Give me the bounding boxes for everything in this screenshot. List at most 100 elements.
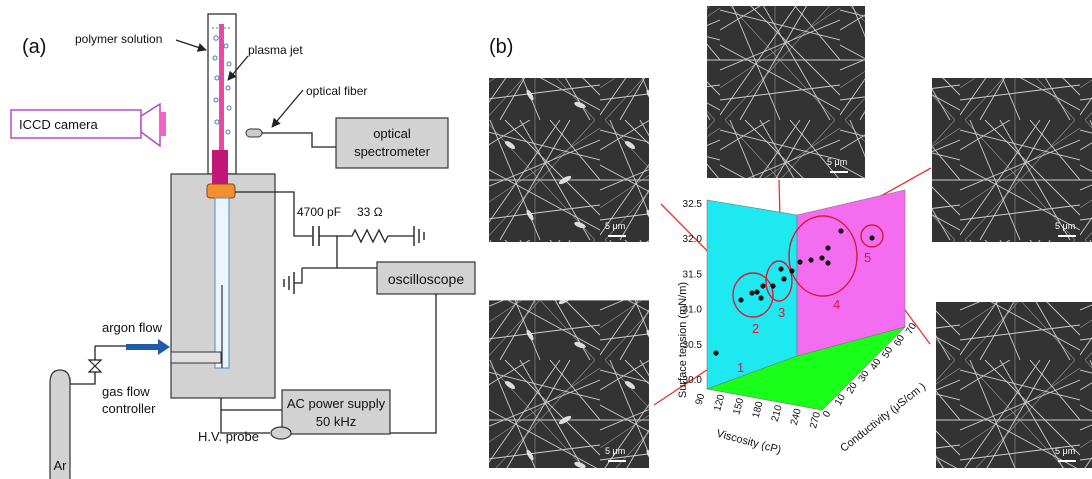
label-polymer-solution: polymer solution xyxy=(75,32,162,46)
sem-image-3: 5 μm xyxy=(932,78,1092,242)
resistor-icon xyxy=(319,228,414,244)
iccd-camera-body xyxy=(10,109,142,139)
floor xyxy=(705,326,907,411)
z-tick-label: 10 xyxy=(833,392,848,408)
x-tick-label: 150 xyxy=(731,396,746,415)
data-points xyxy=(713,228,875,356)
z-tick-label: 30 xyxy=(857,368,872,384)
gas-inlet xyxy=(170,351,222,364)
label-iccd-camera: ICCD camera xyxy=(19,117,99,132)
data-point xyxy=(758,295,764,301)
electrode-ring xyxy=(206,183,236,199)
argon-flow-arrow xyxy=(126,339,170,355)
plasma-jet xyxy=(219,24,224,174)
data-point xyxy=(825,260,831,266)
data-point xyxy=(781,276,787,282)
data-point xyxy=(713,350,719,356)
scatter-3d: 30.030.531.031.532.032.5 90 120 150 180 210 2… xyxy=(677,189,928,457)
y-tick-label: 32.0 xyxy=(683,234,703,245)
scale-bar-2: 5 μm xyxy=(827,157,847,167)
y-tick-label: 30.5 xyxy=(683,340,703,351)
optical-spectrometer-box xyxy=(335,117,449,169)
data-point xyxy=(754,289,760,295)
camera-lens-icon xyxy=(140,102,161,148)
label-plasma-jet: plasma jet xyxy=(248,43,303,57)
hv-probe-icon xyxy=(270,426,292,440)
z-tick-label: 40 xyxy=(869,357,884,373)
label-argon-flow: argon flow xyxy=(102,320,163,335)
z-tick-label: 20 xyxy=(845,380,860,396)
data-point xyxy=(778,266,784,272)
z-tick-label: 50 xyxy=(880,345,895,361)
scale-bar-3: 5 μm xyxy=(1055,221,1075,231)
data-point xyxy=(869,235,875,241)
cluster-label-1: 1 xyxy=(737,360,744,375)
x-axis-ticks: 90 120 150 180 210 240 270 xyxy=(694,392,823,430)
x-tick-label: 270 xyxy=(808,410,823,429)
data-point xyxy=(825,245,831,251)
x-tick-label: 90 xyxy=(694,392,708,406)
cluster-label-5: 5 xyxy=(864,250,871,265)
y-tick-label: 31.5 xyxy=(683,269,703,280)
scale-bar-4: 5 μm xyxy=(605,446,625,456)
y-tick-label: 31.0 xyxy=(683,305,703,316)
sem-image-2: 5 μm xyxy=(707,6,865,178)
label-controller: controller xyxy=(102,401,156,416)
label-oscilloscope: oscilloscope xyxy=(388,271,464,287)
fiber-probe xyxy=(245,128,263,138)
data-point xyxy=(789,268,795,274)
x-tick-label: 180 xyxy=(751,400,766,419)
cluster-outline-5 xyxy=(860,224,884,248)
data-point xyxy=(838,228,844,234)
panel-a: (a) polymer solution plasma jet ICCD cam… xyxy=(10,13,476,479)
z-tick-label: 0 xyxy=(821,409,834,420)
panel-b: (b) 5 μm 5 μm 5 μm 5 μm 5 μm xyxy=(489,6,1092,468)
sem-image-1: 5 μm xyxy=(489,78,649,242)
oscilloscope-box xyxy=(376,261,476,295)
ground-icon xyxy=(413,226,425,246)
electrode-lead xyxy=(235,191,312,237)
data-point xyxy=(749,290,755,296)
sem-image-4: 5 μm xyxy=(489,300,649,468)
label-50khz: 50 kHz xyxy=(316,414,356,429)
data-point xyxy=(797,259,803,265)
cluster-outline-4 xyxy=(788,215,858,297)
cluster-outline-2 xyxy=(732,272,774,318)
label-capacitor: 4700 pF xyxy=(297,205,341,219)
cluster-label-3: 3 xyxy=(778,305,785,320)
sem-image-5: 5 μm xyxy=(936,302,1092,468)
jet-nozzle xyxy=(212,150,228,184)
camera-filter xyxy=(160,112,166,136)
x-tick-label: 240 xyxy=(789,407,804,426)
panel-b-tag: (b) xyxy=(489,36,513,58)
label-optical-spectrometer-2: spectrometer xyxy=(354,144,431,159)
data-point xyxy=(808,257,814,263)
y-axis-ticks: 30.0 30.5 31.0 31.5 32.0 32.5 xyxy=(683,199,703,386)
label-gas-flow: gas flow xyxy=(102,384,150,399)
x-axis-label: Viscosity (cP) xyxy=(715,428,782,457)
label-optical-spectrometer-1: optical xyxy=(373,126,411,141)
label-optical-fiber: optical fiber xyxy=(306,84,367,98)
y-tick-label: 30.0 xyxy=(683,375,703,386)
x-tick-label: 120 xyxy=(712,393,727,412)
cluster-label-2: 2 xyxy=(752,321,759,336)
ground-icon-2 xyxy=(283,272,295,294)
z-tick-label: 70 xyxy=(904,321,919,337)
data-point xyxy=(760,283,766,289)
label-hv-probe: H.V. probe xyxy=(198,429,259,444)
y-tick-label: 32.5 xyxy=(683,199,703,210)
valve-icon xyxy=(87,359,103,373)
scale-bar-1: 5 μm xyxy=(605,221,625,231)
ac-power-supply-box xyxy=(281,389,391,435)
cluster-outline-3 xyxy=(765,260,793,302)
data-point xyxy=(819,255,825,261)
z-tick-label: 60 xyxy=(892,333,907,349)
data-point xyxy=(770,283,776,289)
label-ac-power: AC power supply xyxy=(287,396,386,411)
panel-a-tag: (a) xyxy=(22,36,46,58)
data-point xyxy=(738,297,744,303)
x-tick-label: 210 xyxy=(770,403,785,422)
argon-cylinder xyxy=(49,369,71,479)
